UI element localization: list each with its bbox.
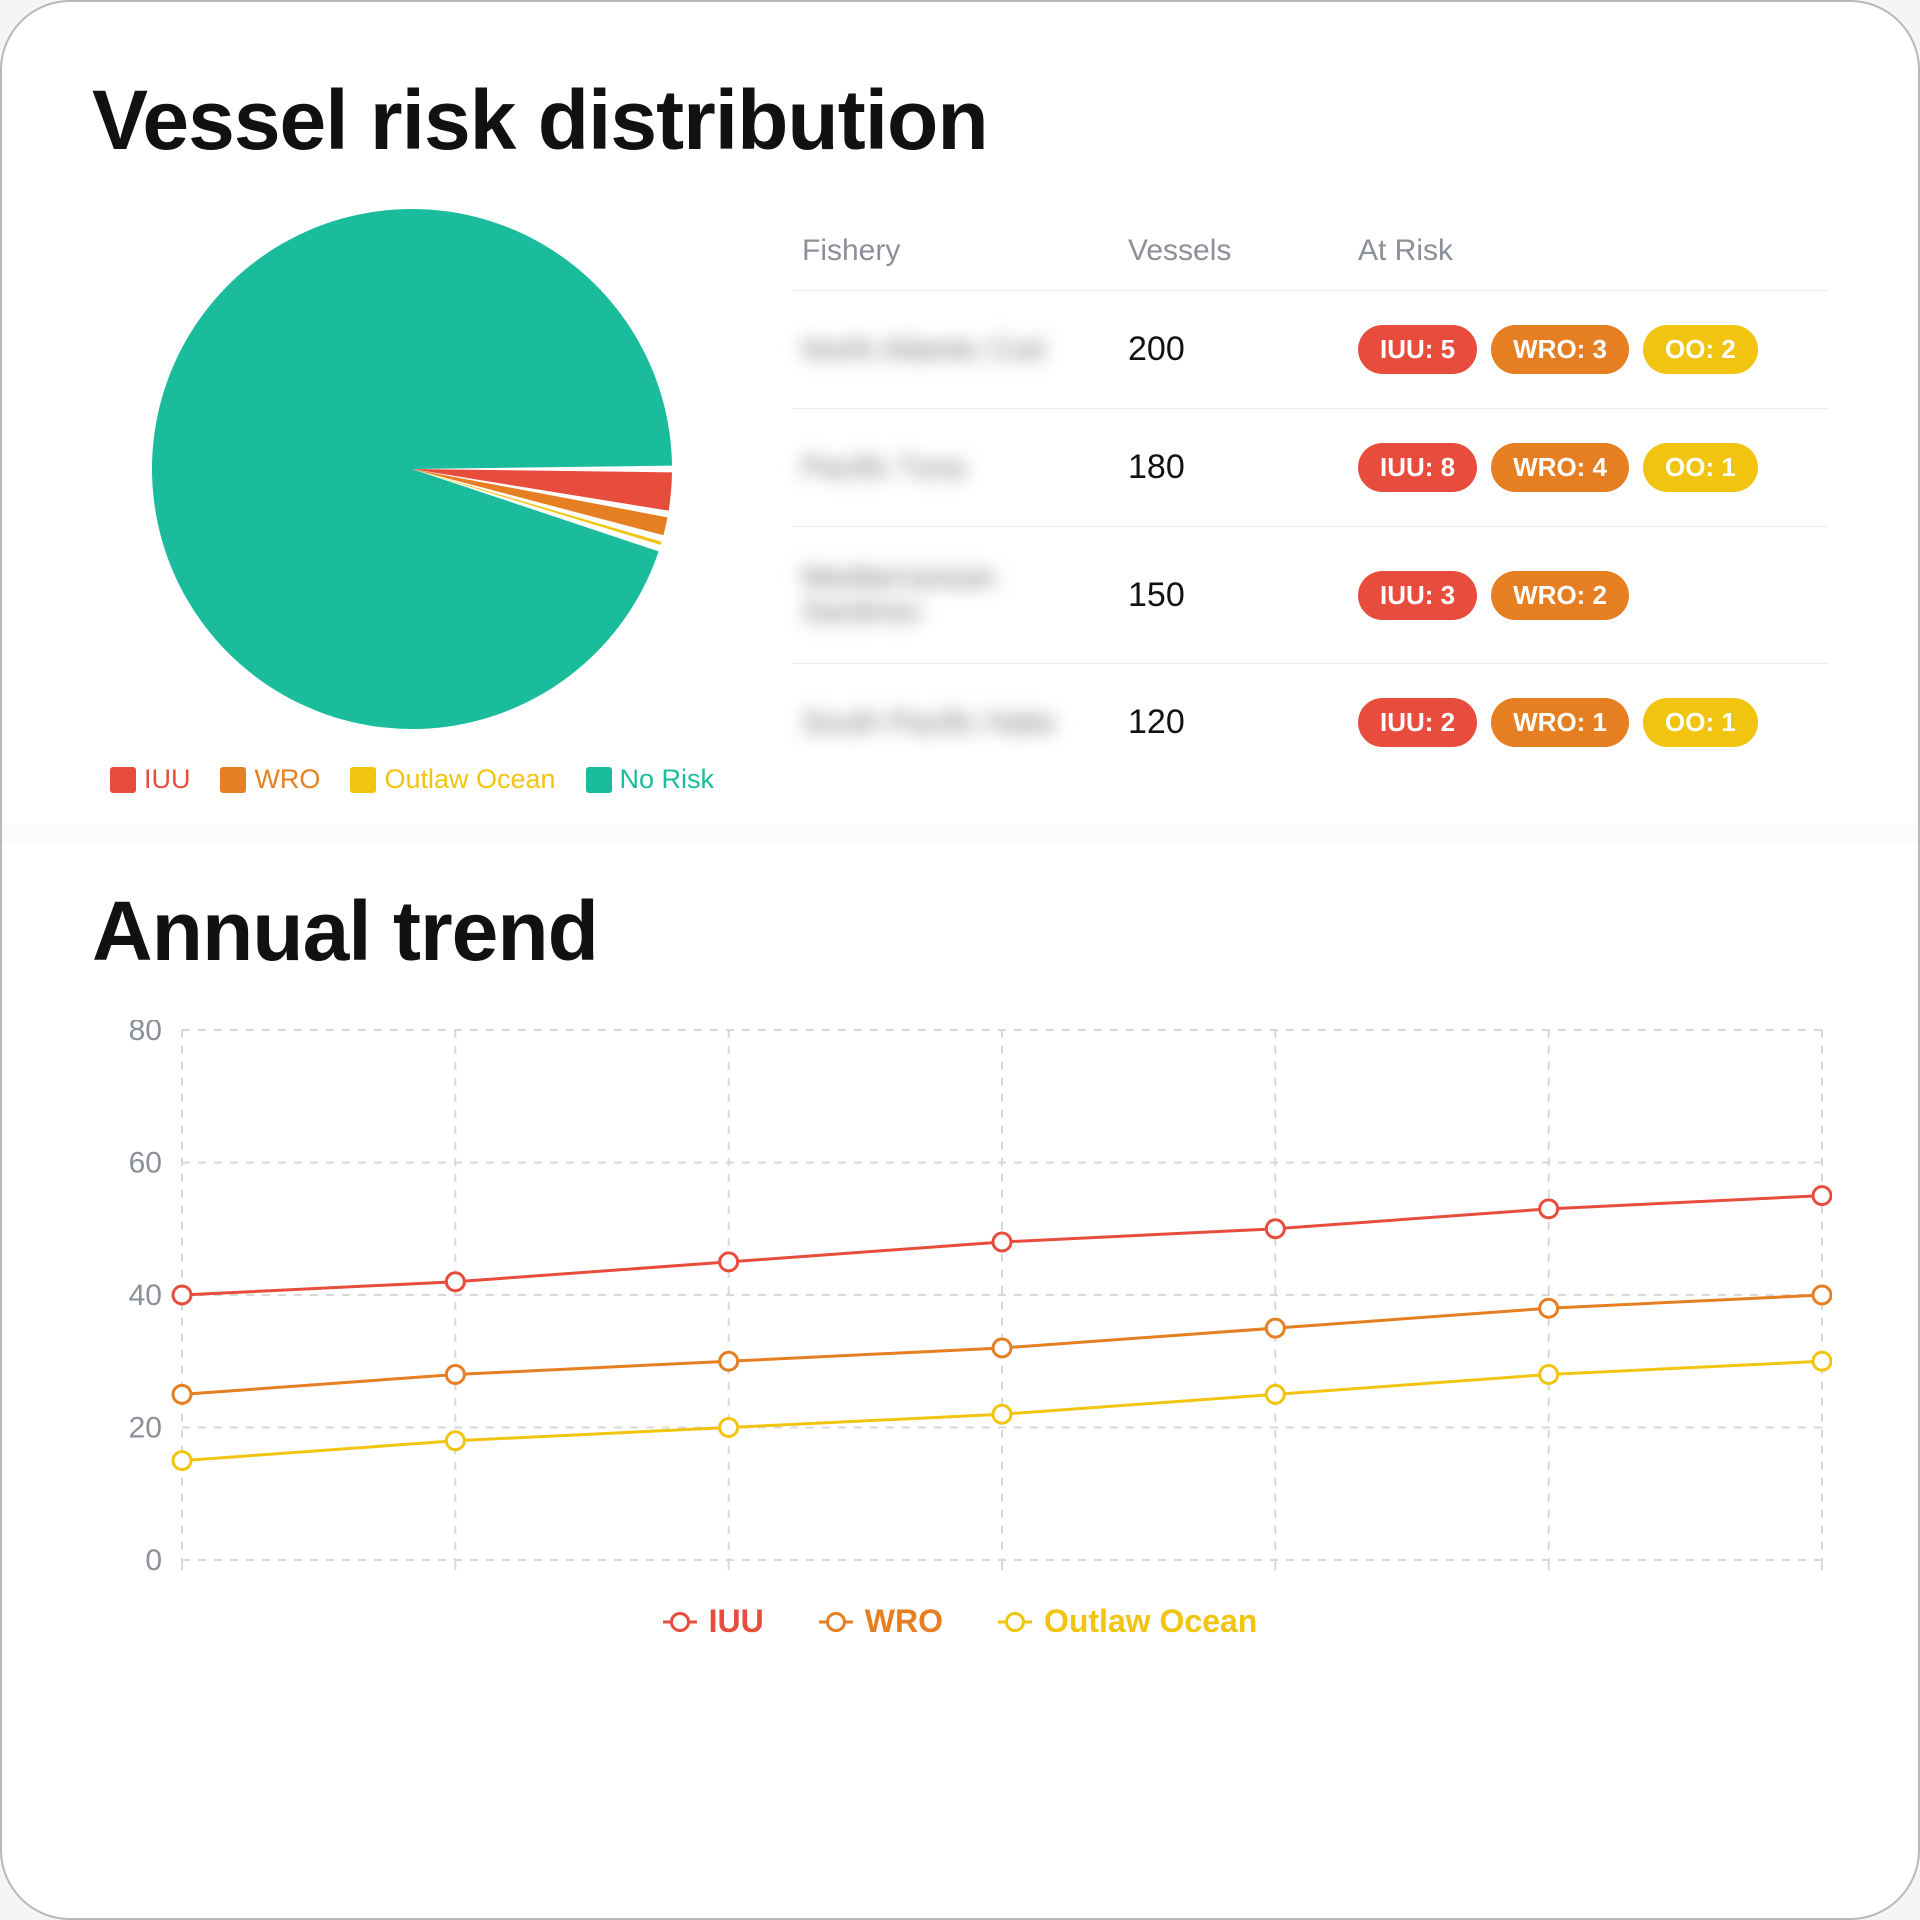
risk-badge: WRO: 1 [1491, 698, 1629, 747]
fishery-name: South Pacific Hake [802, 706, 1108, 740]
risk-badge: IUU: 2 [1358, 698, 1477, 747]
trend-point-oo [1266, 1385, 1284, 1403]
fishery-name: North Atlantic Cod [802, 333, 1108, 367]
legend-label: WRO [254, 764, 320, 795]
trend-point-iuu [720, 1253, 738, 1271]
legend-swatch [110, 767, 136, 793]
vessels-count: 200 [1128, 330, 1338, 369]
legend-label: WRO [865, 1603, 943, 1640]
pie-slice-no_risk [152, 209, 672, 729]
trend-point-oo [720, 1419, 738, 1437]
trend-legend-item-iuu: IUU [663, 1603, 764, 1640]
risk-badge: WRO: 2 [1491, 571, 1629, 620]
trend-title: Annual trend [92, 883, 1828, 980]
trend-point-iuu [1266, 1220, 1284, 1238]
trend-point-oo [173, 1452, 191, 1470]
fishery-table: Fishery Vessels At Risk North Atlantic C… [792, 209, 1828, 781]
risk-badge: IUU: 3 [1358, 571, 1477, 620]
trend-legend-item-oo: Outlaw Ocean [998, 1603, 1257, 1640]
y-tick-label: 60 [129, 1147, 162, 1180]
trend-legend: IUU WRO Outlaw Ocean [92, 1603, 1828, 1640]
trend-point-iuu [1813, 1187, 1831, 1205]
legend-label: No Risk [620, 764, 715, 795]
trend-point-iuu [993, 1233, 1011, 1251]
vessels-count: 150 [1128, 576, 1338, 615]
trend-point-wro [1813, 1286, 1831, 1304]
col-vessels: Vessels [1128, 234, 1338, 268]
legend-swatch [220, 767, 246, 793]
trend-point-wro [446, 1366, 464, 1384]
risk-badge: IUU: 8 [1358, 443, 1477, 492]
section-divider [2, 825, 1918, 843]
pie-legend-item-oo: Outlaw Ocean [350, 764, 555, 795]
legend-swatch [586, 767, 612, 793]
y-tick-label: 20 [129, 1412, 162, 1445]
risk-badges: IUU: 8 WRO: 4 OO: 1 [1358, 443, 1818, 492]
risk-badges: IUU: 2 WRO: 1 OO: 1 [1358, 698, 1818, 747]
col-at-risk: At Risk [1358, 234, 1818, 268]
pie-block: IUU WRO Outlaw Ocean No Risk [92, 209, 732, 795]
legend-marker [663, 1615, 697, 1629]
trend-point-iuu [173, 1286, 191, 1304]
table-row: Mediterranean Sardines 150 IUU: 3 WRO: 2 [792, 526, 1828, 663]
trend-point-oo [993, 1405, 1011, 1423]
trend-point-wro [173, 1385, 191, 1403]
table-row: Pacific Tuna 180 IUU: 8 WRO: 4 OO: 1 [792, 408, 1828, 526]
trend-point-wro [993, 1339, 1011, 1357]
legend-label: IUU [144, 764, 191, 795]
pie-legend: IUU WRO Outlaw Ocean No Risk [110, 764, 714, 795]
pie-legend-item-no_risk: No Risk [586, 764, 715, 795]
trend-point-oo [446, 1432, 464, 1450]
vessels-count: 120 [1128, 703, 1338, 742]
legend-label: IUU [709, 1603, 764, 1640]
trend-legend-item-wro: WRO [819, 1603, 943, 1640]
table-body: North Atlantic Cod 200 IUU: 5 WRO: 3 OO: 2 Pa… [792, 290, 1828, 781]
risk-badge: WRO: 3 [1491, 325, 1629, 374]
pie-legend-item-wro: WRO [220, 764, 320, 795]
trend-line-chart: 0 20 40 60 80 [92, 1020, 1832, 1580]
legend-label: Outlaw Ocean [1044, 1603, 1257, 1640]
y-tick-label: 40 [129, 1279, 162, 1312]
legend-label: Outlaw Ocean [384, 764, 555, 795]
trend-point-wro [720, 1352, 738, 1370]
trend-point-iuu [1540, 1200, 1558, 1218]
y-tick-label: 0 [145, 1544, 162, 1577]
risk-badge: WRO: 4 [1491, 443, 1629, 492]
distribution-section: IUU WRO Outlaw Ocean No Risk Fishery Vessel… [92, 209, 1828, 795]
pie-legend-item-iuu: IUU [110, 764, 191, 795]
y-tick-label: 80 [129, 1020, 162, 1047]
fishery-name: Pacific Tuna [802, 451, 1108, 485]
legend-marker [998, 1615, 1032, 1629]
risk-badge: IUU: 5 [1358, 325, 1477, 374]
risk-badges: IUU: 5 WRO: 3 OO: 2 [1358, 325, 1818, 374]
fishery-name: Mediterranean Sardines [802, 561, 1108, 629]
trend-block: 0 20 40 60 80 IUU WRO Outlaw Ocean [92, 1020, 1828, 1868]
table-row: North Atlantic Cod 200 IUU: 5 WRO: 3 OO: 2 [792, 290, 1828, 408]
risk-badge: OO: 1 [1643, 698, 1758, 747]
legend-swatch [350, 767, 376, 793]
risk-badges: IUU: 3 WRO: 2 [1358, 571, 1818, 620]
table-row: South Pacific Hake 120 IUU: 2 WRO: 1 OO: 1 [792, 663, 1828, 781]
legend-marker [819, 1615, 853, 1629]
risk-pie-chart [152, 209, 672, 729]
vessels-count: 180 [1128, 448, 1338, 487]
risk-badge: OO: 2 [1643, 325, 1758, 374]
trend-point-wro [1266, 1319, 1284, 1337]
trend-point-wro [1540, 1299, 1558, 1317]
trend-point-oo [1813, 1352, 1831, 1370]
table-header: Fishery Vessels At Risk [792, 234, 1828, 290]
dashboard-card: Vessel risk distribution IUU WRO Outlaw Oc… [0, 0, 1920, 1920]
trend-point-iuu [446, 1273, 464, 1291]
col-fishery: Fishery [802, 234, 1108, 268]
trend-point-oo [1540, 1366, 1558, 1384]
risk-badge: OO: 1 [1643, 443, 1758, 492]
distribution-title: Vessel risk distribution [92, 72, 1828, 169]
